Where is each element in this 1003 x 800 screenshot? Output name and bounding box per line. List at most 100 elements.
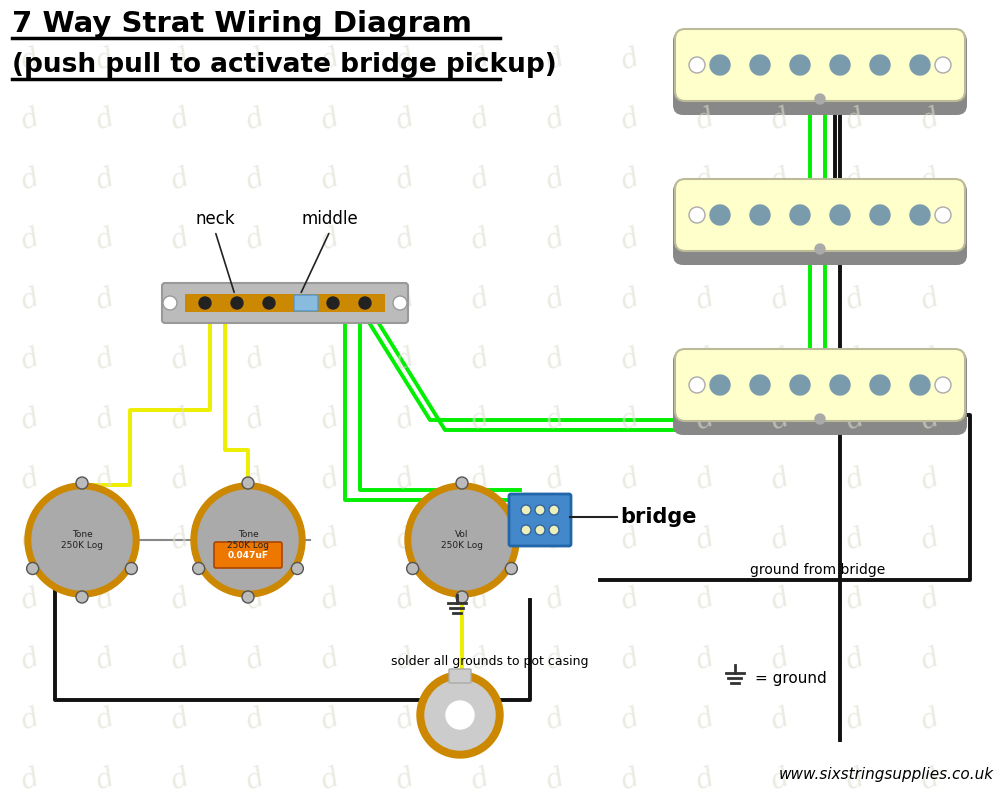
Text: d: d — [92, 104, 117, 136]
Text: d: d — [542, 104, 568, 136]
Text: d: d — [466, 44, 492, 76]
Text: d: d — [466, 404, 492, 436]
Text: d: d — [542, 704, 568, 736]
Text: Tone
250K Log: Tone 250K Log — [227, 530, 269, 550]
Text: d: d — [766, 704, 792, 736]
Text: = ground: = ground — [754, 670, 825, 686]
Text: d: d — [691, 44, 717, 76]
Text: d: d — [317, 224, 343, 256]
Circle shape — [455, 591, 467, 603]
Text: d: d — [842, 224, 867, 256]
Text: d: d — [17, 704, 43, 736]
Circle shape — [870, 205, 889, 225]
Text: d: d — [916, 704, 942, 736]
Text: d: d — [842, 404, 867, 436]
Text: d: d — [466, 764, 492, 796]
Text: d: d — [17, 284, 43, 316]
Text: d: d — [466, 584, 492, 616]
Text: d: d — [916, 104, 942, 136]
Text: d: d — [542, 404, 568, 436]
Text: d: d — [617, 764, 642, 796]
Circle shape — [125, 562, 137, 574]
Text: d: d — [17, 164, 43, 196]
Text: d: d — [391, 104, 417, 136]
Circle shape — [934, 377, 950, 393]
Text: d: d — [691, 284, 717, 316]
FancyBboxPatch shape — [672, 31, 966, 115]
Text: d: d — [17, 224, 43, 256]
Text: d: d — [542, 644, 568, 676]
Text: d: d — [916, 344, 942, 376]
Text: d: d — [92, 284, 117, 316]
Text: d: d — [842, 524, 867, 556]
Text: d: d — [242, 44, 268, 76]
Circle shape — [829, 55, 850, 75]
Text: d: d — [166, 104, 193, 136]
Text: d: d — [17, 44, 43, 76]
Text: d: d — [766, 764, 792, 796]
Text: d: d — [92, 164, 117, 196]
Text: d: d — [842, 44, 867, 76]
Text: d: d — [92, 764, 117, 796]
Circle shape — [327, 297, 339, 309]
Text: d: d — [391, 764, 417, 796]
Text: d: d — [317, 464, 343, 496]
Circle shape — [789, 375, 809, 395]
Text: d: d — [466, 284, 492, 316]
Text: d: d — [391, 44, 417, 76]
Text: d: d — [842, 344, 867, 376]
Text: d: d — [542, 164, 568, 196]
Text: d: d — [691, 224, 717, 256]
Circle shape — [909, 375, 929, 395]
Text: d: d — [466, 524, 492, 556]
Text: d: d — [166, 644, 193, 676]
FancyBboxPatch shape — [672, 181, 966, 265]
Text: d: d — [542, 464, 568, 496]
Text: d: d — [166, 344, 193, 376]
Text: d: d — [617, 524, 642, 556]
Text: d: d — [92, 44, 117, 76]
Text: d: d — [166, 224, 193, 256]
Text: d: d — [842, 464, 867, 496]
Circle shape — [829, 205, 850, 225]
Text: d: d — [17, 404, 43, 436]
Circle shape — [162, 296, 177, 310]
Text: d: d — [17, 104, 43, 136]
Text: d: d — [391, 524, 417, 556]
Circle shape — [870, 375, 889, 395]
Text: d: d — [842, 704, 867, 736]
Circle shape — [909, 205, 929, 225]
Circle shape — [263, 297, 275, 309]
Text: d: d — [916, 524, 942, 556]
Text: d: d — [691, 644, 717, 676]
Text: d: d — [166, 44, 193, 76]
Circle shape — [934, 207, 950, 223]
Circle shape — [688, 377, 704, 393]
Text: d: d — [766, 344, 792, 376]
Text: d: d — [317, 524, 343, 556]
Text: www.sixstringsupplies.co.uk: www.sixstringsupplies.co.uk — [778, 767, 993, 782]
Circle shape — [291, 562, 303, 574]
FancyBboxPatch shape — [674, 179, 964, 251]
Circle shape — [359, 297, 371, 309]
Text: d: d — [317, 44, 343, 76]
Circle shape — [25, 483, 138, 597]
Text: d: d — [466, 224, 492, 256]
Circle shape — [424, 680, 494, 750]
Text: d: d — [17, 524, 43, 556]
Text: d: d — [916, 404, 942, 436]
Text: d: d — [466, 704, 492, 736]
Circle shape — [406, 562, 418, 574]
Text: d: d — [691, 464, 717, 496]
Text: d: d — [766, 164, 792, 196]
Text: d: d — [842, 164, 867, 196]
Text: d: d — [466, 644, 492, 676]
Circle shape — [295, 297, 307, 309]
Text: d: d — [317, 344, 343, 376]
Text: d: d — [317, 404, 343, 436]
Circle shape — [199, 297, 211, 309]
Text: d: d — [242, 224, 268, 256]
Text: d: d — [916, 764, 942, 796]
Text: d: d — [842, 284, 867, 316]
Text: d: d — [617, 704, 642, 736]
